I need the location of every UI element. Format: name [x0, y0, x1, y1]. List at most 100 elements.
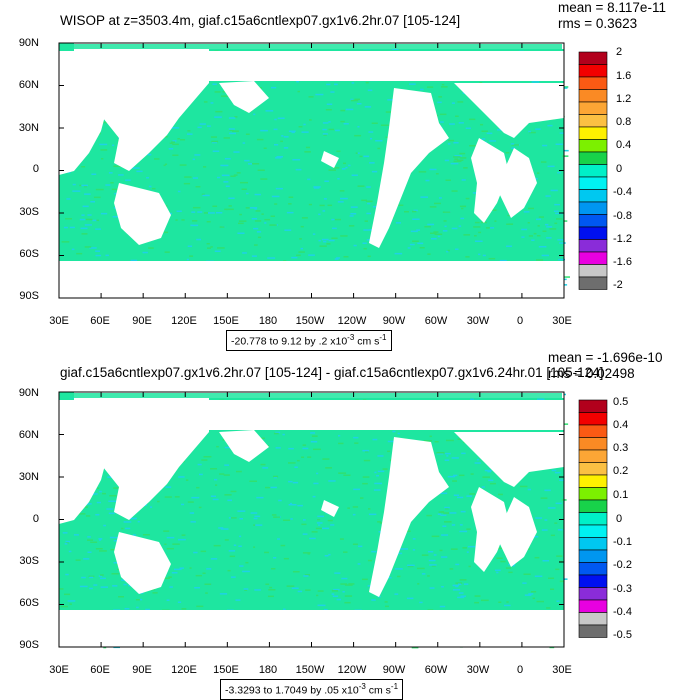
panel1-colorbar-box-18 — [578, 276, 608, 290]
panel1-colorbar-box-8 — [578, 151, 608, 165]
panel2-land-11 — [321, 500, 339, 517]
panel1-colorbar-box-9 — [578, 164, 608, 178]
panel1-colorbar-box-10 — [578, 176, 608, 190]
panel2-rms: rms = 0.02498 — [548, 366, 635, 381]
panel2-cb-label-5: 0 — [616, 513, 623, 525]
panel2-colorbar-box-7 — [578, 487, 608, 501]
panel2-cb-label-0: 0.5 — [613, 396, 629, 408]
panel2-ytick-30s: 30S — [19, 555, 39, 567]
panel1-cb-label-9: -1.6 — [613, 256, 632, 268]
panel1-land-4 — [219, 81, 269, 113]
panel1-cb-label-2: 1.2 — [616, 93, 632, 105]
panel1-cb-label-1: 1.6 — [616, 70, 632, 82]
panel2-cb-label-7: -0.2 — [613, 559, 632, 571]
panel1-rms: rms = 0.3623 — [558, 16, 638, 31]
panel1-xtick-0: 0 — [516, 315, 524, 327]
panel1-land-5 — [369, 88, 449, 248]
panel1-xtick-150e: 150E — [213, 315, 239, 327]
panel1-xtick-90w: 90W — [382, 315, 406, 327]
panel1-land-11 — [321, 151, 339, 168]
panel1-colorbar-box-4 — [578, 101, 608, 115]
panel2-colorbar-box-3 — [578, 437, 608, 451]
panel2-cb-label-6: -0.1 — [613, 536, 632, 548]
panel1-mean: mean = 8.117e-11 — [558, 0, 666, 15]
panel2-colorbar-box-17 — [578, 612, 608, 626]
panel2-title: giaf.c15a6cntlexp07.gx1v6.2hr.07 [105-12… — [60, 365, 604, 380]
panel2-ytick-30n: 30N — [18, 471, 39, 483]
panel2-colorbar-box-5 — [578, 462, 608, 476]
panel1-land-9 — [114, 183, 171, 245]
panel2-colorbar-box-1 — [578, 412, 608, 426]
panel1-colorbar-box-16 — [578, 251, 608, 265]
panel1-xtick-30w: 30W — [466, 315, 490, 327]
panel2-land-4 — [219, 430, 269, 462]
panel2-xtick-30w: 30W — [466, 664, 490, 676]
panel2-xtick-120w: 120W — [337, 664, 367, 676]
panel1-land-10 — [59, 261, 564, 298]
panel2-xtick-180: 180 — [258, 664, 278, 676]
panel1-title: WISOP at z=3503.4m, giaf.c15a6cntlexp07.… — [60, 13, 461, 28]
panel2-ytick-90n: 90N — [18, 387, 39, 399]
panel1-ytick-30s: 30S — [19, 206, 39, 218]
panel1-xtick-120w: 120W — [337, 315, 367, 327]
panel1-colorbar-box-14 — [578, 226, 608, 240]
panel2-colorbar-box-4 — [578, 449, 608, 463]
panel2-cb-label-1: 0.4 — [613, 419, 629, 431]
panel1-colorbar-box-1 — [578, 64, 608, 78]
panel1-xtick-90e: 90E — [132, 315, 152, 327]
panel2-land-7 — [499, 497, 537, 567]
panel1-xtick-120e: 120E — [171, 315, 197, 327]
panel2-colorbar-box-6 — [578, 474, 608, 488]
panel1-land-6 — [454, 83, 564, 138]
panel1-land-7 — [499, 148, 537, 218]
panel1-colorbar-box-7 — [578, 139, 608, 153]
panel1-colorbar-box-13 — [578, 214, 608, 228]
panel2-xtick-30e: 30E — [49, 664, 69, 676]
panel1-ytick-90n: 90N — [18, 37, 39, 49]
panel2-cb-label-2: 0.3 — [613, 442, 629, 454]
panel1-colorbar-box-3 — [578, 89, 608, 103]
panel2-colorbar-box-10 — [578, 524, 608, 538]
panel2-land-8 — [471, 487, 509, 572]
panel1-colorbar-box-2 — [578, 76, 608, 90]
panel1-land-2 — [74, 43, 209, 171]
panel2-xtick-0: 0 — [516, 664, 524, 676]
panel1-xtick-180: 180 — [258, 315, 278, 327]
panel2-ytick-60n: 60N — [18, 429, 39, 441]
panel1-ytick-60s: 60S — [19, 248, 39, 260]
panel1-colorbar-box-0 — [578, 51, 608, 65]
panel1-range-label: -20.778 to 9.12 by .2 x10-3 cm s-1 — [226, 330, 392, 351]
panel2-land-5 — [369, 437, 449, 597]
panel1-cb-label-5: 0 — [616, 163, 623, 175]
panel1-cb-label-8: -1.2 — [613, 233, 632, 245]
panel2-cb-label-4: 0.1 — [613, 489, 629, 501]
panel2-colorbar-box-13 — [578, 562, 608, 576]
panel2-colorbar-box-12 — [578, 549, 608, 563]
panel2-colorbar-box-14 — [578, 574, 608, 588]
panel2-xtick-120e: 120E — [171, 664, 197, 676]
panel1-colorbar-box-6 — [578, 126, 608, 140]
panel1-xtick-150w: 150W — [295, 315, 325, 327]
panel1-colorbar-box-5 — [578, 114, 608, 128]
panel1-cb-label-3: 0.8 — [616, 116, 632, 128]
panel2-colorbar-box-15 — [578, 587, 608, 601]
panel1-xtick-30e: 30E — [49, 315, 69, 327]
panel2-colorbar-box-0 — [578, 399, 608, 413]
panel1-ytick-0: 0 — [32, 163, 39, 175]
panel2-xtick-90e: 90E — [132, 664, 152, 676]
panel2-cb-label-9: -0.4 — [613, 606, 632, 618]
panel2-ytick-0: 0 — [32, 513, 39, 525]
panel2-xtick-150e: 150E — [213, 664, 239, 676]
panel2-land-6 — [454, 432, 564, 487]
panel1-xtick-30e-end: 30E — [552, 315, 572, 327]
panel1-colorbar-box-15 — [578, 239, 608, 253]
panel2-xtick-150w: 150W — [295, 664, 325, 676]
panel1-cb-label-6: -0.4 — [613, 186, 632, 198]
panel2-ytick-60s: 60S — [19, 597, 39, 609]
panel1-land-8 — [471, 138, 509, 223]
panel2-colorbar-box-16 — [578, 599, 608, 613]
panel2-xtick-90w: 90W — [382, 664, 406, 676]
panel1-ytick-60n: 60N — [18, 79, 39, 91]
panel1-colorbar-box-11 — [578, 189, 608, 203]
